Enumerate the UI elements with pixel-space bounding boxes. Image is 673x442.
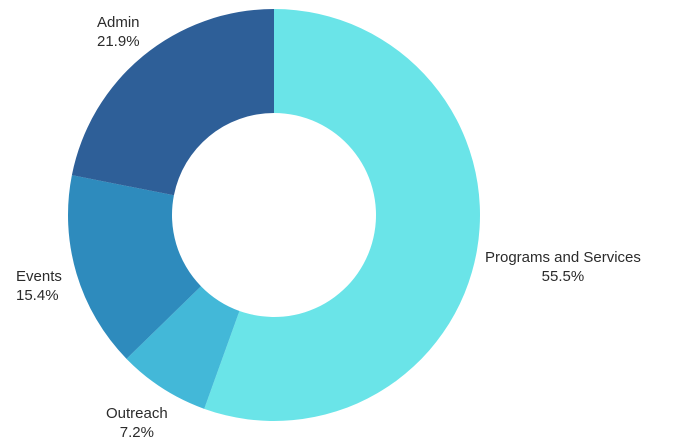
label-outreach-value: 7.2% [119,424,154,441]
label-admin-value: 21.9% [97,33,140,50]
slice-admin [71,9,274,196]
slice-programs-and-services [204,9,481,421]
label-events-value: 15.4% [16,287,59,304]
label-outreach: Outreach 7.2% [106,404,168,442]
label-programs-and-services: Programs and Services 55.5% [485,248,641,286]
slice-outreach [126,286,240,409]
label-programs-and-services-name: Programs and Services [485,249,641,266]
label-admin: Admin 21.9% [97,13,140,51]
label-programs-and-services-value: 55.5% [541,268,585,285]
label-outreach-name: Outreach [106,405,168,422]
slice-events [68,175,201,359]
label-admin-name: Admin [97,14,140,31]
label-events-name: Events [16,268,62,285]
label-events: Events 15.4% [16,267,62,305]
